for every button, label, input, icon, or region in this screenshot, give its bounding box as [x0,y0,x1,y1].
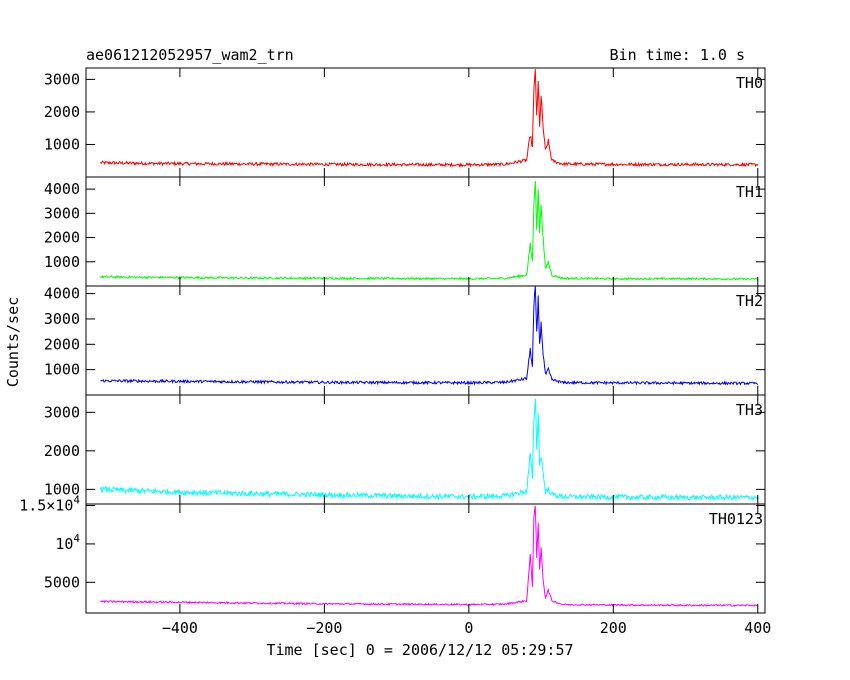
panel-th1: 1000 2000 3000 4000 TH1 [44,176,766,287]
y-tick-label: 3000 [44,403,80,421]
y-tick-label: 4000 [44,180,80,198]
y-tick-label: 1000 [44,253,80,271]
panels: 1000 2000 3000 TH0 1000 2000 3000 4000 TH1 1000 20… [19,67,766,614]
x-tick-label: 200 [600,619,627,637]
panel-frame [85,67,766,178]
x-tick-label: 400 [744,619,771,637]
y-tick-label: 1000 [44,361,80,379]
panel-label: TH0 [736,74,763,92]
panel-frame [85,503,766,614]
y-tick-label: 2000 [44,442,80,460]
y-tick-label: 2000 [44,229,80,247]
series-line-th0123 [99,505,759,607]
chart-title: ae061212052957_wam2_trn [86,46,294,64]
x-axis-label: Time [sec] 0 = 2006/12/12 05:29:57 [266,641,573,659]
series-line-th0 [99,69,759,168]
panel-th0: 1000 2000 3000 TH0 [44,67,766,178]
y-tick-label: 3000 [44,70,80,88]
panel-frame [85,285,766,396]
y-axis-label: Counts/sec [4,297,22,387]
series-line-th2 [100,285,759,386]
series-line-th1 [100,180,759,281]
x-tick-label: −200 [306,619,342,637]
y-tick-label: 3000 [44,204,80,222]
y-tick-label: 1000 [44,135,80,153]
x-axis: −400 −200 0 200 400 [162,619,771,637]
x-tick-label: 0 [464,619,473,637]
panel-frame [85,394,766,505]
panel-label: TH0123 [709,510,763,528]
y-tick-label: 5000 [44,573,80,591]
bin-time-label: Bin time: 1.0 s [610,46,745,64]
y-tick-label: 1000 [44,480,80,498]
y-tick-label: 2000 [44,335,80,353]
y-tick-label: 2000 [44,103,80,121]
series-line-th3 [99,398,759,502]
y-tick-label: 104 [55,532,80,553]
panel-th2: 1000 2000 3000 4000 TH2 [44,285,766,396]
y-tick-label: 1.5×104 [19,494,80,515]
y-tick-label: 4000 [44,285,80,303]
panel-frame [85,176,766,287]
x-tick-label: −400 [162,619,198,637]
y-tick-label: 3000 [44,310,80,328]
panel-label: TH1 [736,183,763,201]
panel-label: TH3 [736,401,763,419]
panel-label: TH2 [736,292,763,310]
panel-th0123: 5000 104 1.5×104 TH0123 [19,494,766,614]
panel-th3: 1000 2000 3000 TH3 [44,394,766,505]
